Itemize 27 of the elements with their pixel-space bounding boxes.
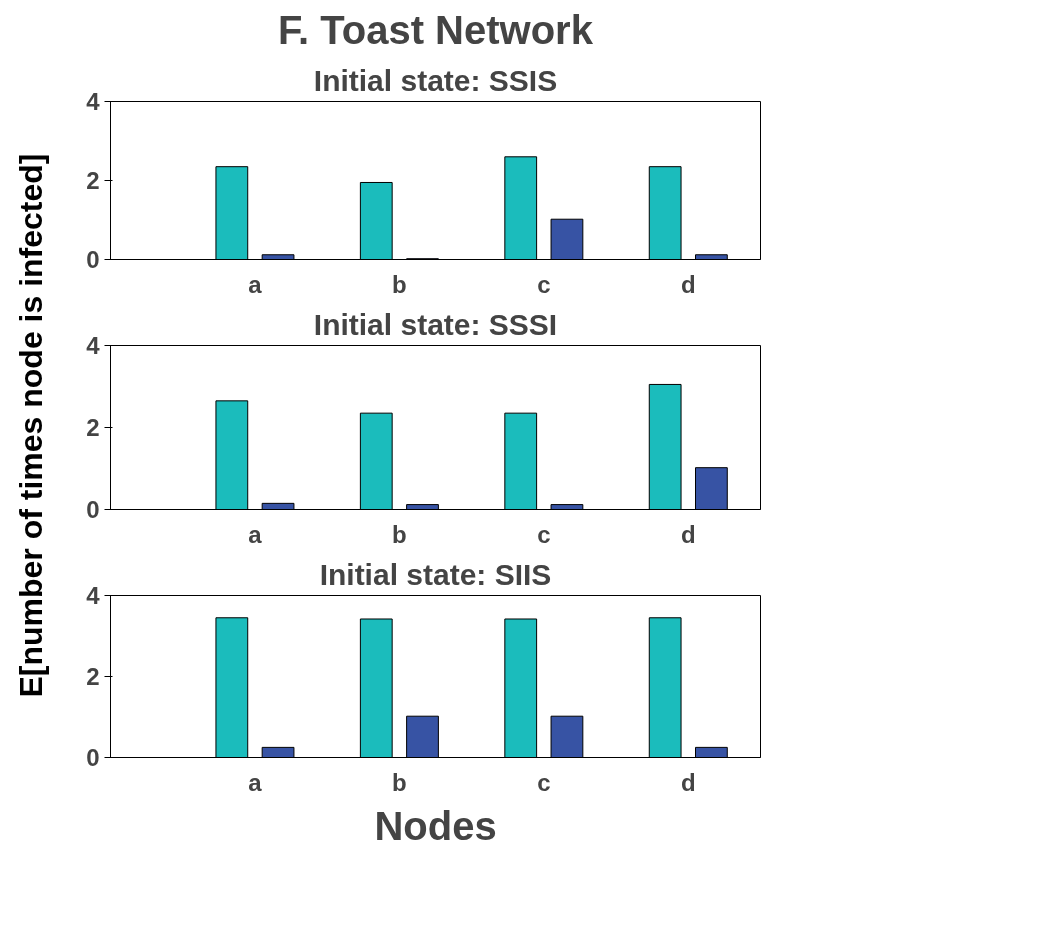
x-tick-label: a	[248, 520, 263, 548]
chart-title: F. Toast Network	[278, 7, 594, 52]
y-tick-label: 0	[86, 744, 100, 771]
x-tick-label: c	[537, 270, 551, 298]
x-tick-label: d	[680, 520, 696, 548]
x-tick-label: b	[392, 270, 407, 298]
x-tick-label: d	[680, 270, 696, 298]
x-tick-label: d	[680, 768, 696, 796]
x-tick-label: a	[248, 270, 263, 298]
x-tick-label: b	[392, 520, 407, 548]
chart-subtitle: Initial state: SIIS	[319, 557, 552, 591]
y-tick-label: 0	[86, 496, 100, 523]
y-tick-label: 4	[86, 582, 101, 609]
y-tick-label: 0	[86, 246, 100, 273]
y-tick-label: 2	[86, 167, 100, 194]
x-axis-title: Nodes	[374, 803, 497, 848]
x-tick-label: c	[537, 520, 551, 548]
x-tick-label: a	[248, 768, 263, 796]
y-tick-label: 2	[86, 414, 100, 441]
x-tick-label: c	[537, 768, 551, 796]
chart-subtitle: Initial state: SSIS	[313, 63, 558, 97]
y-tick-label: 2	[86, 663, 100, 690]
y-tick-label: 4	[86, 332, 101, 359]
y-axis-title: E[number of times node is infected]	[12, 153, 49, 698]
chart-subtitle: Initial state: SSSI	[313, 307, 558, 341]
y-tick-label: 4	[86, 88, 101, 115]
x-tick-label: b	[392, 768, 407, 796]
